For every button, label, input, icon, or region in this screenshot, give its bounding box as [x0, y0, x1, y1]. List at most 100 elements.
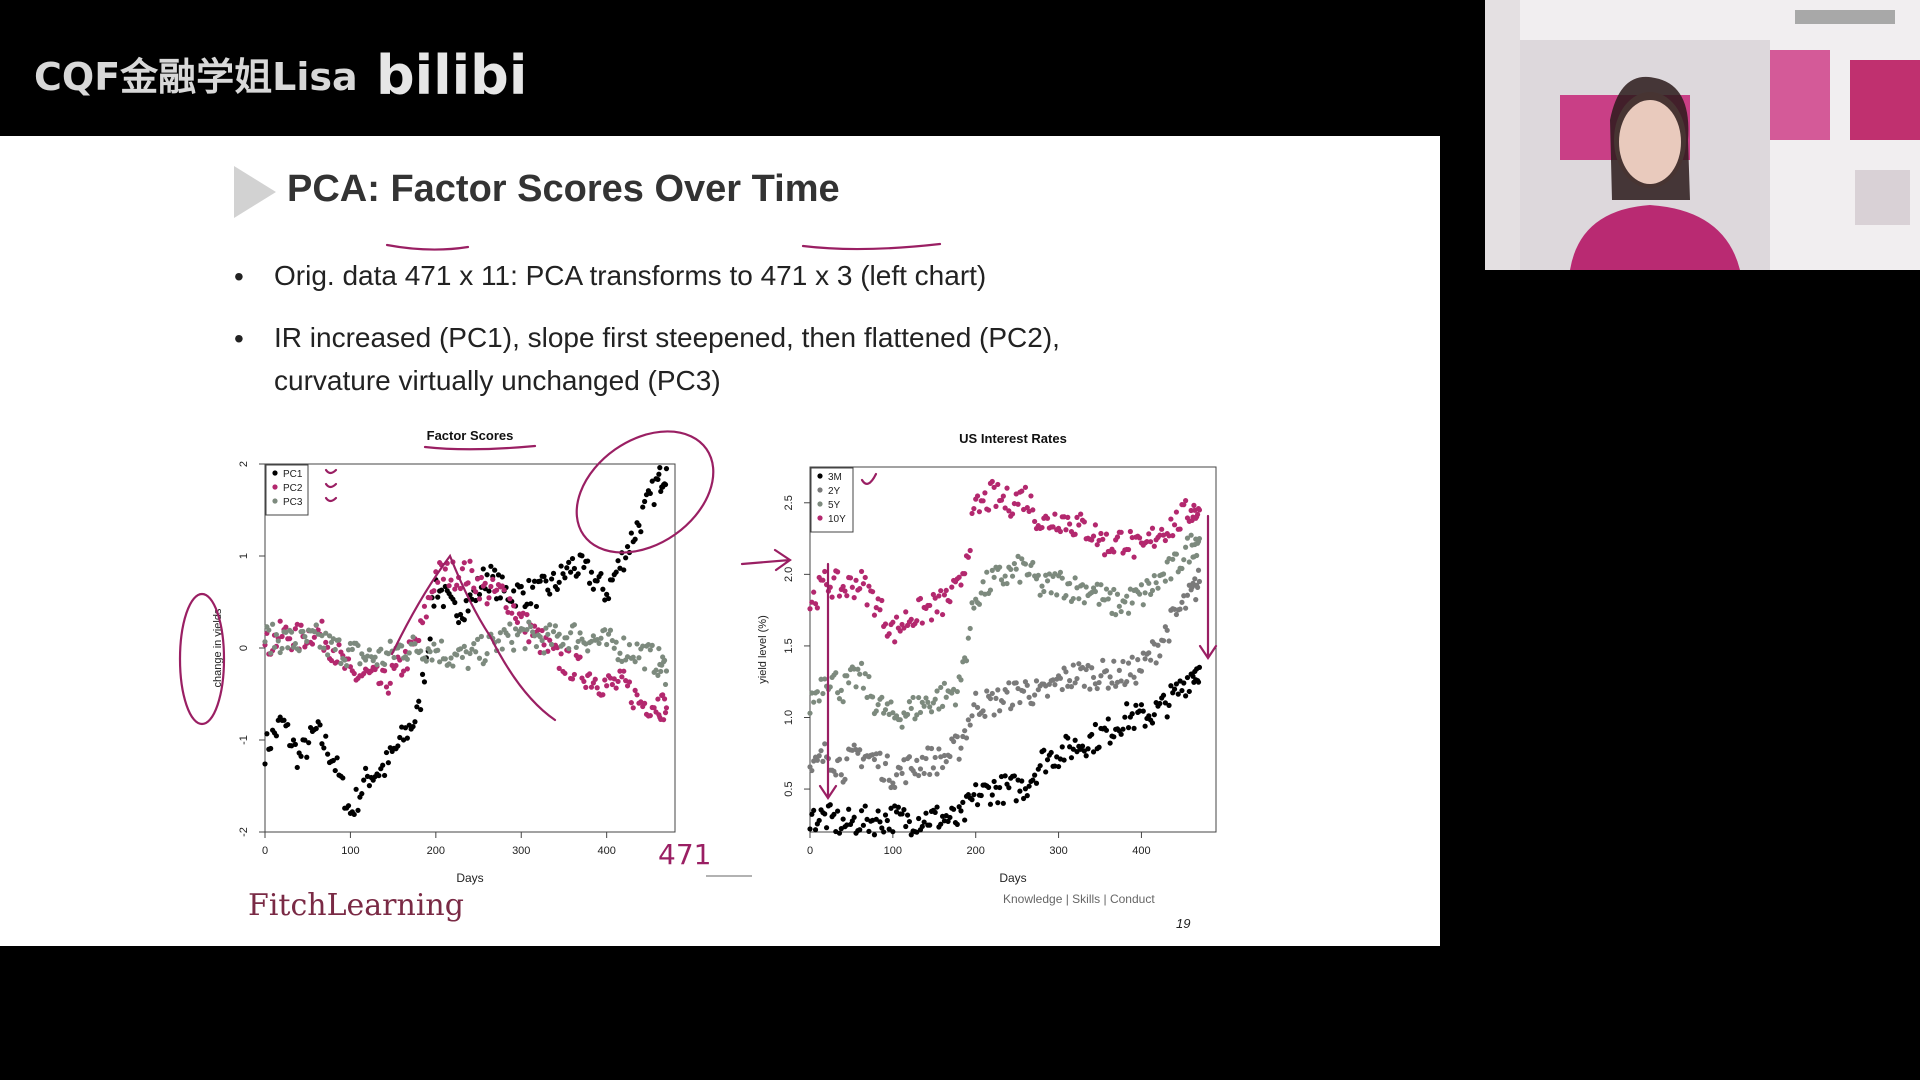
chart2-10Y-point: [864, 602, 870, 608]
chart1-PC1-point: [355, 807, 361, 813]
chart1-PC3-point: [342, 657, 348, 663]
chart1-PC1-point: [414, 704, 420, 710]
chart2-5Y-point: [1041, 588, 1047, 595]
chart2-3M-point: [1168, 683, 1174, 689]
chart2-2Y-point: [993, 695, 999, 701]
chart2-3M-point: [991, 778, 997, 785]
chart1-PC1-point: [586, 580, 593, 586]
chart2-10Y-point: [829, 594, 835, 600]
chart2-3M-point: [1068, 755, 1075, 761]
chart1-PC2-point: [473, 589, 479, 595]
chart2-10Y-point: [831, 575, 837, 581]
chart2-5Y-point: [916, 694, 922, 701]
chart1-PC2-point: [484, 601, 490, 607]
chart1-PC3-point: [556, 631, 562, 637]
chart1-PC3-point: [302, 634, 308, 640]
chart2-10Y-point: [1131, 554, 1137, 560]
chart2-5Y-point: [1070, 595, 1076, 602]
ink-underline-471x3: [801, 242, 942, 251]
chart2-10Y-point: [1074, 514, 1080, 520]
chart2-5Y-point: [936, 706, 942, 712]
chart1-PC3-point: [634, 641, 640, 647]
chart2-2Y-point: [851, 742, 857, 748]
chart2-5Y-point: [1076, 596, 1082, 602]
chart2-2Y-point: [886, 777, 892, 783]
chart2-10Y-point: [851, 595, 857, 601]
chart2-3M-point: [1131, 725, 1137, 731]
chart1-PC3-point: [549, 641, 555, 648]
chart2-5Y-point: [976, 601, 982, 607]
chart1-PC1-point: [418, 706, 424, 713]
chart2-5Y-point: [858, 660, 865, 666]
chart1-PC3-point: [311, 629, 317, 635]
chart1-PC3-point: [647, 647, 653, 653]
chart1-PC1-point: [488, 563, 494, 569]
chart2-5Y-point: [1170, 556, 1176, 562]
chart1-PC2-point: [361, 671, 367, 677]
chart2-legend-marker-5Y: [817, 501, 823, 507]
chart1-xtick-label: 200: [427, 845, 445, 857]
chart2-10Y-point: [1177, 526, 1183, 532]
chart2-10Y-point: [1151, 543, 1157, 549]
chart1-PC1-point: [321, 745, 327, 751]
chart1-PC1-point: [285, 721, 291, 728]
chart2-3M-point: [1162, 700, 1168, 706]
chart2-3M-point: [954, 821, 960, 827]
chart1-PC1-point: [598, 570, 604, 577]
slide-title: PCA: Factor Scores Over Time: [287, 168, 840, 210]
chart1-PC3-point: [577, 630, 583, 636]
webcam-video: [1440, 0, 1920, 270]
chart2-5Y-point: [1083, 584, 1089, 590]
chart1-PC3-point: [653, 667, 659, 673]
ink-arrow-right-spread: [1198, 514, 1218, 660]
chart1-PC3-point: [275, 638, 281, 644]
chart2-10Y-point: [1148, 539, 1154, 545]
chart2-10Y-point: [866, 583, 872, 589]
ink-pc2-trace: [390, 553, 557, 722]
chart2-5Y-point: [870, 694, 876, 700]
chart2-2Y-point: [954, 734, 960, 740]
chart1-PC2-point: [501, 587, 507, 593]
chart1-PC1-point: [640, 504, 646, 510]
chart2-2Y-point: [1063, 669, 1069, 675]
chart1-PC1-point: [571, 565, 577, 572]
chart1-PC1-point: [363, 765, 369, 771]
chart2-10Y-point: [820, 577, 826, 583]
chart1-PC3-point: [585, 648, 591, 654]
chart1-PC1-point: [273, 733, 279, 739]
chart2-2Y-point: [1004, 689, 1010, 695]
chart1-PC3-point: [355, 642, 361, 649]
chart2-5Y-point: [1111, 586, 1117, 593]
chart2-10Y-point: [1065, 514, 1071, 520]
chart2-2Y-point: [1166, 638, 1172, 644]
ink-circle-pc1-rise: [575, 430, 715, 554]
chart1-xtick-label: 300: [512, 845, 530, 857]
chart1-ylabel: change in yields: [212, 608, 224, 687]
chart1-legend-marker-PC1: [272, 470, 278, 476]
chart1-PC3-point: [300, 628, 306, 635]
chart2-2Y-point: [997, 708, 1003, 714]
chart2-3M-point: [1020, 795, 1027, 802]
chart2-5Y-point: [840, 699, 846, 705]
chart2-10Y-point: [1103, 531, 1110, 537]
chart2-3M-point: [1179, 687, 1185, 694]
chart2-5Y-point: [1096, 601, 1102, 607]
chart2-5Y-point: [882, 707, 889, 713]
chart2-5Y-point: [1105, 596, 1111, 602]
chart1-PC1-point: [609, 577, 615, 583]
chart1-PC1-point: [334, 755, 340, 761]
chart1-xtick-label: 0: [262, 845, 268, 857]
chart2-3M-point: [836, 830, 843, 836]
chart2-3M-point: [1124, 701, 1130, 707]
chart1-PC3-point: [285, 645, 291, 651]
chart1-PC2-point: [621, 668, 627, 674]
chart2-2Y-point: [1164, 627, 1170, 633]
chart2-5Y-point: [1129, 600, 1135, 606]
chart2-3M-point: [1173, 681, 1180, 687]
chart2-2Y-point: [963, 735, 970, 741]
chart2-legend-label-5Y: 5Y: [828, 500, 841, 511]
chart2-10Y-point: [1168, 516, 1174, 522]
chart1-PC3-point: [571, 622, 577, 628]
chart2-3M-point: [879, 825, 885, 831]
chart2-3M-point: [908, 832, 914, 838]
